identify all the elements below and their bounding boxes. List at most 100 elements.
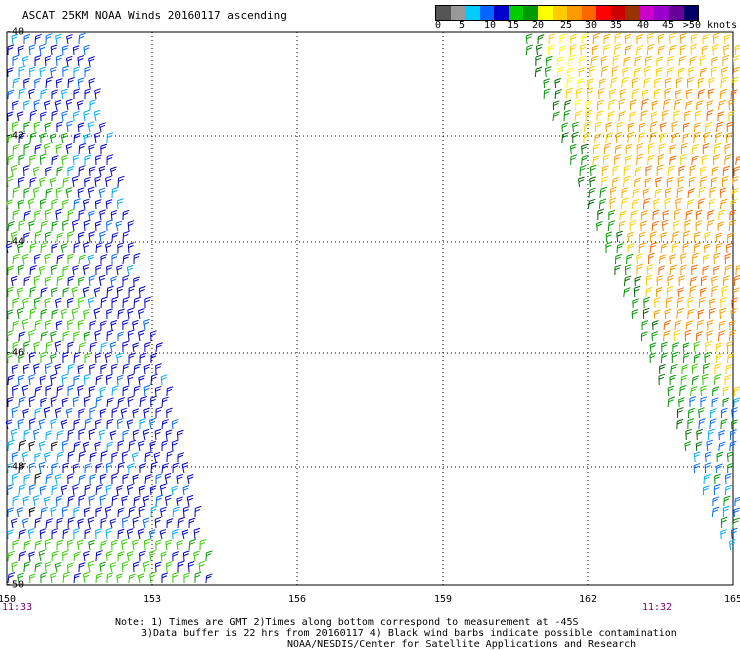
wind-barb [177, 476, 183, 480]
wind-barb [126, 486, 130, 496]
wind-barb [143, 498, 149, 502]
wind-barb [685, 431, 692, 435]
wind-barb [7, 265, 15, 269]
wind-barb [626, 253, 634, 257]
wind-barb [643, 296, 650, 300]
wind-barb [50, 574, 53, 584]
wind-barb [151, 505, 158, 509]
wind-barb [608, 113, 614, 117]
wind-barb [161, 553, 167, 557]
wind-barb [713, 255, 720, 259]
wind-barb [94, 131, 101, 135]
wind-barb [13, 320, 20, 324]
wind-barb [35, 233, 41, 237]
wind-barb [28, 222, 31, 232]
wind-barb [614, 157, 620, 160]
wind-barb [95, 199, 102, 203]
wind-barb [149, 531, 156, 535]
wind-barb [138, 377, 141, 386]
wind-barb [701, 275, 708, 279]
wind-barb [729, 212, 736, 216]
wind-barb [675, 322, 681, 326]
wind-barb [88, 233, 91, 243]
wind-barb [35, 33, 42, 37]
wind-barb [22, 256, 29, 260]
wind-barb [650, 344, 656, 348]
wind-barb [728, 101, 735, 105]
wind-barb [89, 476, 96, 480]
wind-barb [111, 212, 117, 216]
wind-barb [697, 91, 700, 100]
wind-barb [83, 112, 86, 122]
wind-barb [62, 397, 69, 401]
wind-barb [706, 221, 709, 232]
wind-barb [683, 122, 690, 126]
wind-barb [727, 234, 733, 238]
wind-barb [99, 274, 106, 278]
wind-barb [715, 344, 718, 353]
wind-barb [83, 241, 90, 245]
wind-barb [672, 132, 679, 136]
wind-barb [699, 189, 705, 193]
wind-barb [51, 465, 58, 469]
legend-label: 20 [531, 20, 545, 31]
wind-barb [535, 57, 542, 61]
wind-barb [592, 47, 598, 51]
wind-barb [52, 223, 58, 227]
wind-barb [736, 158, 740, 161]
wind-barb [67, 564, 73, 568]
wind-barb [54, 342, 58, 353]
wind-barb [44, 454, 51, 458]
wind-barb [57, 277, 63, 281]
wind-barb [66, 143, 73, 147]
wind-barb [132, 322, 139, 326]
wind-barb [116, 575, 123, 579]
wind-barb [555, 91, 561, 95]
wind-barb [647, 157, 654, 161]
wind-barb [178, 516, 185, 520]
wind-barb [625, 36, 631, 40]
wind-barb [88, 563, 94, 567]
wind-barb [640, 223, 646, 227]
wind-barb [722, 57, 729, 61]
wind-barb [166, 520, 173, 524]
wind-barb [19, 462, 26, 466]
wind-barb [670, 267, 676, 271]
wind-barb [8, 439, 15, 443]
wind-barb [33, 101, 36, 111]
wind-barb [23, 190, 30, 194]
wind-barb [67, 539, 74, 543]
wind-barb [646, 277, 652, 281]
wind-barb [609, 200, 616, 204]
wind-barb [582, 154, 589, 158]
wind-barb [144, 538, 151, 542]
wind-barb [6, 419, 13, 423]
wind-barb [727, 355, 734, 359]
wind-barb [649, 344, 652, 353]
wind-barb [733, 520, 739, 524]
wind-barb [116, 266, 119, 276]
wind-barb [56, 186, 63, 190]
wind-barb [38, 418, 46, 422]
wind-barb [722, 54, 730, 58]
wind-barb [731, 297, 738, 301]
wind-barb [122, 563, 128, 567]
wind-barb [44, 498, 51, 502]
wind-barb [700, 287, 707, 291]
wind-barb [87, 560, 95, 564]
wind-barb [123, 366, 129, 370]
wind-barb [96, 463, 103, 466]
wind-barb [22, 318, 29, 322]
wind-barb [687, 76, 694, 80]
wind-barb [50, 396, 58, 400]
wind-barb [679, 387, 681, 397]
wind-barb [693, 465, 696, 474]
wind-barb [73, 354, 76, 364]
wind-barb [619, 111, 626, 114]
wind-barb [703, 476, 706, 485]
wind-barb [707, 322, 713, 326]
wind-barb [603, 157, 609, 161]
wind-barb [73, 154, 80, 158]
wind-barb [52, 110, 59, 114]
wind-barb [94, 112, 100, 116]
